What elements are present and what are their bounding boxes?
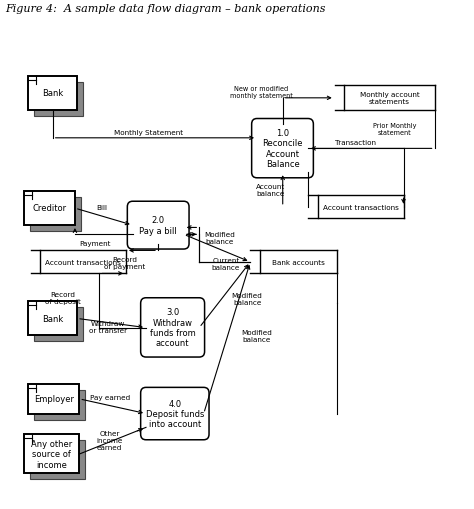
Text: Record
of deposit: Record of deposit bbox=[45, 291, 81, 304]
FancyBboxPatch shape bbox=[34, 82, 83, 117]
Text: Account
balance: Account balance bbox=[255, 184, 285, 197]
Text: Any other
source of
income: Any other source of income bbox=[31, 439, 72, 469]
Text: Other
income
earned: Other income earned bbox=[96, 430, 123, 450]
Text: Bank: Bank bbox=[42, 89, 64, 98]
FancyBboxPatch shape bbox=[24, 434, 79, 473]
FancyBboxPatch shape bbox=[141, 298, 205, 357]
Text: New or modified
monthly statement: New or modified monthly statement bbox=[230, 86, 293, 99]
Text: Prior Monthly
statement: Prior Monthly statement bbox=[373, 123, 416, 136]
Text: Withdraw
or transfer: Withdraw or transfer bbox=[89, 321, 128, 333]
FancyBboxPatch shape bbox=[128, 202, 189, 249]
Text: Record
of payment: Record of payment bbox=[104, 257, 146, 270]
Text: 2.0
Pay a bill: 2.0 Pay a bill bbox=[139, 216, 177, 235]
FancyBboxPatch shape bbox=[28, 384, 79, 414]
Text: Bill: Bill bbox=[96, 205, 107, 211]
FancyBboxPatch shape bbox=[30, 197, 81, 232]
Text: Account transactions: Account transactions bbox=[45, 260, 121, 265]
Text: 3.0
Withdraw
funds from
account: 3.0 Withdraw funds from account bbox=[150, 307, 195, 348]
Text: Bank accounts: Bank accounts bbox=[272, 260, 325, 265]
FancyBboxPatch shape bbox=[141, 388, 209, 440]
Text: Bank: Bank bbox=[42, 314, 64, 323]
Text: 1.0
Reconcile
Account
Balance: 1.0 Reconcile Account Balance bbox=[262, 129, 303, 169]
FancyBboxPatch shape bbox=[24, 191, 75, 225]
Text: Account transactions: Account transactions bbox=[323, 204, 399, 210]
FancyBboxPatch shape bbox=[30, 440, 85, 479]
FancyBboxPatch shape bbox=[28, 77, 77, 111]
FancyBboxPatch shape bbox=[252, 119, 313, 179]
Text: Monthly Statement: Monthly Statement bbox=[114, 129, 183, 135]
Text: Transaction: Transaction bbox=[335, 139, 376, 146]
FancyBboxPatch shape bbox=[28, 301, 77, 336]
Text: 4.0
Deposit funds
into account: 4.0 Deposit funds into account bbox=[146, 399, 204, 429]
Text: Current
balance: Current balance bbox=[212, 258, 240, 270]
Text: Pay earned: Pay earned bbox=[91, 394, 130, 400]
Text: Figure 4:  A sample data flow diagram – bank operations: Figure 4: A sample data flow diagram – b… bbox=[5, 4, 325, 14]
Text: Monthly account
statements: Monthly account statements bbox=[360, 92, 419, 105]
FancyBboxPatch shape bbox=[34, 390, 85, 420]
Text: Modified
balance: Modified balance bbox=[204, 231, 235, 244]
Text: Employer: Employer bbox=[34, 394, 74, 403]
Text: Modified
balance: Modified balance bbox=[241, 329, 273, 342]
Text: Creditor: Creditor bbox=[32, 204, 66, 213]
FancyBboxPatch shape bbox=[34, 307, 83, 342]
Text: Payment: Payment bbox=[79, 241, 110, 247]
Text: Modified
balance: Modified balance bbox=[232, 293, 263, 305]
